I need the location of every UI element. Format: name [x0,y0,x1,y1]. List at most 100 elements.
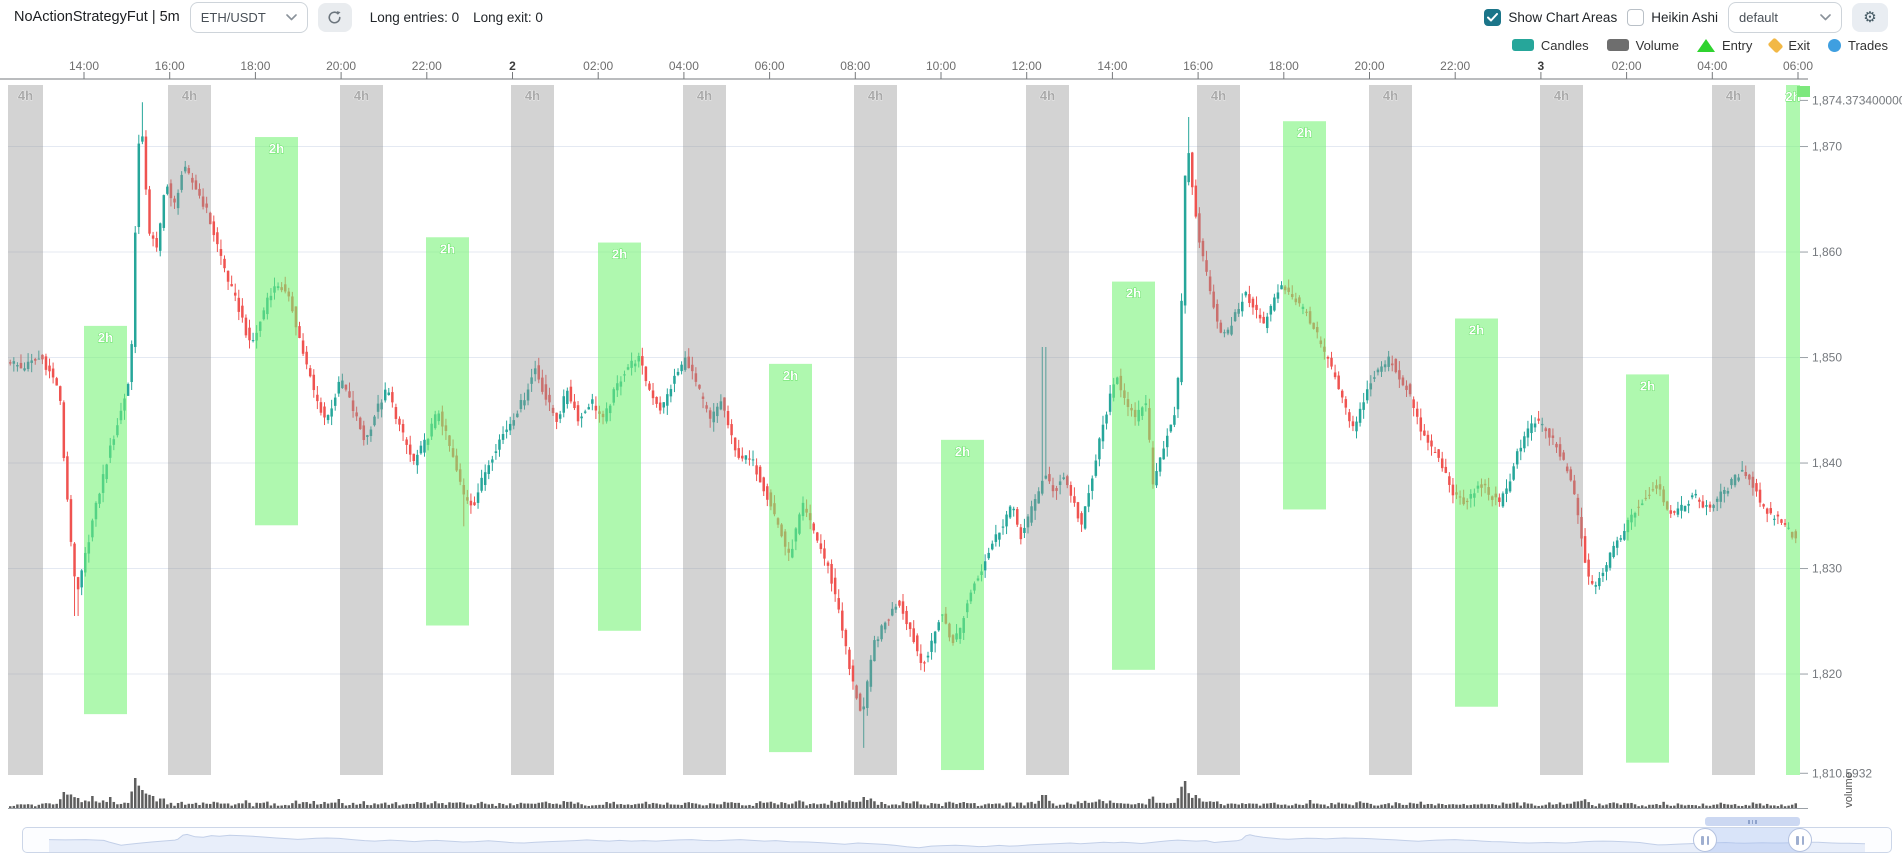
chart-area-4h-label: 4h [1211,88,1226,103]
refresh-button[interactable] [317,2,352,32]
long-exit-count: Long exit: 0 [473,9,543,25]
heikin-ashi-checkbox[interactable]: Heikin Ashi [1627,8,1718,26]
chart-area-2h-label: 2h [1469,323,1484,338]
chart-area-2h [769,363,812,753]
settings-button[interactable]: ⚙ [1852,2,1888,32]
chart-area-2h-label: 2h [440,241,455,256]
time-axis-label: 08:00 [840,59,870,73]
legend-swatch-rect [1511,39,1534,51]
chart-area-2h [255,137,298,526]
chart-area-2h-label: 2h [269,141,284,156]
price-axis-label: 1,874.373400000 [1812,93,1902,107]
price-axis-label: 1,820 [1812,667,1842,681]
time-axis-label: 22:00 [1440,59,1470,73]
legend-item-trades[interactable]: Trades [1828,38,1888,53]
volume-series [9,778,1797,808]
plot-config-value: default [1739,9,1779,25]
chart-area-4h [511,85,554,775]
chart-area-4h-label: 4h [354,88,369,103]
chart-areas: 4h 4h 4h 4h 4h 4h 4h 4h 4h 4h 4h 2h 2h 2h 2h 2h 2h 2h 2h 2h… [8,85,1810,775]
chart-area-4h-label: 4h [18,88,33,103]
chevron-down-icon [285,13,297,20]
legend-item-entry[interactable]: Entry [1697,38,1752,53]
axis-area-marker [1797,86,1810,97]
chart-area-2h [84,325,127,715]
chart-legend: Candles Volume Entry Exit Trades [1511,33,1888,57]
navigator-left-handle[interactable] [1693,828,1717,852]
chart-area-2h-label: 2h [783,368,798,383]
chart-area-4h-label: 4h [1040,88,1055,103]
time-axis-label: 20:00 [1354,59,1384,73]
chart-area-4h-label: 4h [1726,88,1741,103]
price-axis-label: 1,840 [1812,456,1842,470]
strategy-title: NoActionStrategyFut | 5m [14,9,180,25]
legend-item-exit[interactable]: Exit [1767,37,1810,53]
chart-area-2h [1283,121,1326,510]
circle-icon [1828,38,1842,52]
chart-area-4h [854,85,897,775]
legend-label: Entry [1722,37,1753,53]
toolbar: NoActionStrategyFut | 5m ETH/USDT Long e… [0,0,1902,34]
show-chart-areas-label: Show Chart Areas [1508,9,1618,25]
pair-select[interactable]: ETH/USDT [189,1,308,33]
time-axis-label: 3 [1538,59,1545,73]
refresh-icon [328,10,341,23]
axes: 1,874.373400000 1,870 1,860 1,850 1,840 1,830… [0,59,1902,809]
chart-area-4h [1026,85,1069,775]
price-axis-label: 1,810.5932 [1812,766,1872,780]
chart-area-4h [1712,85,1755,775]
chart-area-4h-label: 4h [525,88,540,103]
chart-area-2h [1455,318,1498,707]
checkbox-checked-icon [1484,8,1502,26]
chart-area-2h [426,237,469,626]
legend-label: Trades [1848,37,1888,53]
time-axis-label: 14:00 [1097,59,1127,73]
time-axis-label: 20:00 [326,59,356,73]
chart-area-4h [168,85,211,775]
chart-area-2h-label: 2h [1126,286,1141,301]
time-axis-label: 12:00 [1012,59,1042,73]
chart-area-2h-label: 2h [1297,125,1312,140]
long-entries-count: Long entries: 0 [369,9,460,25]
volume-axis-title: volume [1843,772,1855,807]
time-axis-label: 18:00 [1269,59,1299,73]
time-axis-label: 18:00 [240,59,270,73]
trade-stats: Long entries: 0 Long exit: 0 [370,10,543,25]
chart-area-4h [340,85,383,775]
legend-item-volume[interactable]: Volume [1606,38,1679,53]
chart-area-2h-label: 2h [1640,378,1655,393]
chart-area-4h-label: 4h [697,88,712,103]
time-axis-label: 16:00 [1183,59,1213,73]
chart-area-2h [598,242,641,631]
chart-area-4h-label: 4h [1383,88,1398,103]
chart-area-2h [941,439,984,771]
legend-swatch-rect [1606,39,1629,51]
chart-area-4h [683,85,726,775]
price-axis-label: 1,870 [1812,140,1842,154]
range-navigator [0,815,1902,859]
legend-item-candles[interactable]: Candles [1511,38,1589,53]
navigator-selected-window[interactable] [1705,828,1800,852]
chart-area-2h [1112,281,1155,670]
diamond-icon [1767,37,1784,53]
price-axis-label: 1,830 [1812,562,1842,576]
navigator-sparkline [48,833,1866,852]
chart-area-4h [8,85,43,775]
plot-config-select[interactable]: default [1728,1,1842,33]
chart-area-4h [1369,85,1412,775]
pair-select-value: ETH/USDT [200,9,266,25]
chart-area-4h-label: 4h [182,88,197,103]
navigator-drag-bar[interactable] [1705,817,1800,826]
time-axis-label: 02:00 [583,59,613,73]
time-axis-label: 06:00 [1783,59,1813,73]
chevron-down-icon [1820,13,1831,20]
chart-area-4h [1197,85,1240,775]
time-axis-label: 02:00 [1612,59,1642,73]
time-axis-label: 04:00 [1697,59,1727,73]
navigator-right-handle[interactable] [1788,828,1812,852]
navigator-track[interactable] [22,827,1892,853]
show-chart-areas-checkbox[interactable]: Show Chart Areas [1484,8,1618,26]
chart-area-2h [1626,374,1669,763]
